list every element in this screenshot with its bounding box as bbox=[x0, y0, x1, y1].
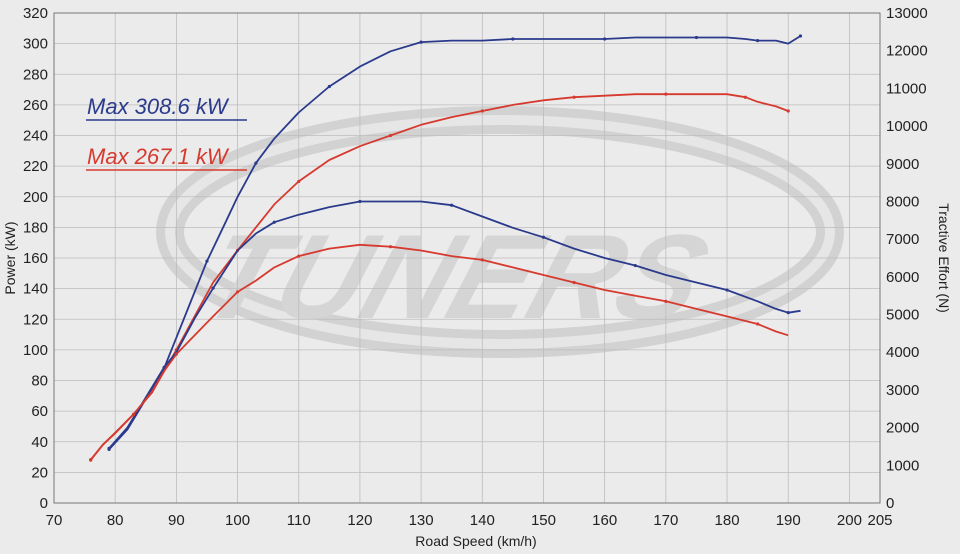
blue-power-point bbox=[419, 40, 423, 44]
blue-tractive-line bbox=[108, 200, 801, 449]
y-tick-label: 180 bbox=[23, 219, 48, 236]
y2-tick-label: 12000 bbox=[886, 43, 928, 60]
red-power-point bbox=[480, 109, 484, 113]
x-tick-label: 130 bbox=[409, 512, 434, 529]
y-tick-label: 200 bbox=[23, 189, 48, 206]
y2-tick-label: 5000 bbox=[886, 307, 919, 324]
blue-tractive-point bbox=[162, 365, 166, 369]
red-tractive-line bbox=[89, 243, 789, 461]
red-tractive-point bbox=[388, 245, 393, 249]
x-tick-label: 140 bbox=[470, 512, 495, 529]
y-tick-label: 220 bbox=[23, 158, 48, 175]
x-tick-label: 70 bbox=[46, 512, 63, 529]
y-tick-label: 120 bbox=[23, 311, 48, 328]
blue-power-point bbox=[798, 34, 803, 38]
blue-power-point bbox=[205, 259, 209, 263]
x-tick-label: 150 bbox=[531, 512, 556, 529]
red-power-point bbox=[297, 179, 301, 184]
red-power-point bbox=[388, 133, 393, 138]
red-tractive-point bbox=[297, 254, 301, 258]
red-tractive-point bbox=[174, 352, 178, 356]
y-tick-label: 140 bbox=[23, 281, 48, 298]
max-annotation: Max 267.1 kW bbox=[87, 144, 230, 169]
red-tractive-point bbox=[235, 290, 240, 294]
x-tick-label: 170 bbox=[653, 512, 678, 529]
y2-tick-label: 8000 bbox=[886, 193, 919, 210]
blue-power-point bbox=[254, 161, 258, 165]
x-tick-label: 100 bbox=[225, 512, 250, 529]
red-tractive-point bbox=[756, 322, 760, 326]
blue-tractive-point bbox=[450, 203, 454, 207]
y2-tick-label: 7000 bbox=[886, 231, 919, 248]
x-tick-label: 200 bbox=[837, 512, 862, 529]
x-tick-label: 110 bbox=[287, 512, 311, 529]
x-tick-label: 190 bbox=[776, 512, 801, 529]
y-tick-label: 0 bbox=[40, 495, 48, 512]
x-tick-label: 120 bbox=[347, 512, 372, 529]
series-lines bbox=[89, 34, 803, 462]
blue-power-point bbox=[694, 35, 699, 40]
x-axis-title: Road Speed (km/h) bbox=[415, 533, 536, 549]
y2-axis-title: Tractive Effort (N) bbox=[936, 203, 952, 313]
x-tick-label: 180 bbox=[715, 512, 740, 529]
y-tick-label: 40 bbox=[31, 434, 48, 451]
x-tick-label: 80 bbox=[107, 512, 124, 529]
x-tick-label: 90 bbox=[168, 512, 185, 529]
y-tick-label: 280 bbox=[23, 66, 48, 83]
watermark-text: TUNERS bbox=[186, 211, 723, 345]
y-axis-title: Power (kW) bbox=[2, 221, 18, 294]
red-power-point bbox=[786, 109, 790, 113]
y-tick-label: 160 bbox=[23, 250, 48, 267]
y-tick-label: 320 bbox=[23, 5, 48, 22]
y2-tick-label: 9000 bbox=[886, 156, 919, 173]
y-tick-label: 80 bbox=[31, 373, 48, 390]
max-annotations: Max 308.6 kW Max 267.1 kW bbox=[86, 94, 247, 171]
y-tick-label: 300 bbox=[23, 36, 48, 53]
y-tick-label: 20 bbox=[31, 464, 48, 481]
blue-tractive-point bbox=[107, 446, 111, 450]
blue-power-point bbox=[603, 37, 607, 41]
red-tractive-point bbox=[131, 412, 136, 417]
blue-tractive-point bbox=[786, 311, 790, 315]
y2-tick-label: 2000 bbox=[886, 420, 919, 437]
blue-tractive-point bbox=[211, 286, 215, 290]
red-tractive-point bbox=[480, 258, 484, 262]
x-tick-label: 205 bbox=[867, 512, 892, 529]
y-tick-label: 260 bbox=[23, 97, 48, 114]
y-tick-label: 100 bbox=[23, 342, 48, 359]
y2-tick-label: 13000 bbox=[886, 5, 928, 22]
watermark-ring-inner bbox=[165, 115, 835, 349]
y2-tick-label: 10000 bbox=[886, 118, 928, 135]
max-annotation: Max 308.6 kW bbox=[87, 94, 230, 119]
blue-tractive-point bbox=[272, 220, 276, 224]
blue-tractive-point bbox=[358, 199, 362, 204]
y-tick-label: 60 bbox=[31, 403, 48, 420]
tuners-watermark: TUNERS bbox=[156, 106, 844, 358]
red-tractive-point bbox=[89, 458, 93, 462]
axis-ticks: 0 20 40 60 80 100 120 140 160 180 200 220 240 260 280 3… bbox=[23, 5, 928, 529]
red-power-point bbox=[743, 95, 747, 99]
red-tractive-point bbox=[572, 280, 576, 285]
y-tick-label: 240 bbox=[23, 128, 48, 145]
y2-tick-label: 11000 bbox=[886, 80, 927, 97]
y2-tick-label: 6000 bbox=[886, 269, 919, 286]
blue-tractive-point bbox=[725, 288, 729, 292]
axis-labels: Road Speed (km/h) Power (kW) Tractive Ef… bbox=[2, 203, 952, 549]
red-tractive-point bbox=[664, 299, 668, 303]
y2-tick-label: 0 bbox=[886, 495, 894, 512]
blue-tractive-point bbox=[541, 235, 546, 239]
y2-tick-label: 3000 bbox=[886, 382, 919, 399]
y2-tick-label: 1000 bbox=[886, 457, 919, 474]
plot-frame bbox=[53, 12, 881, 504]
x-tick-label: 160 bbox=[592, 512, 617, 529]
y2-tick-label: 4000 bbox=[886, 344, 919, 361]
red-power-point bbox=[664, 92, 668, 96]
blue-power-point bbox=[511, 37, 515, 41]
blue-power-point bbox=[756, 38, 760, 43]
blue-power-point bbox=[327, 84, 331, 89]
red-power-point bbox=[572, 95, 576, 99]
blue-tractive-point bbox=[633, 263, 637, 268]
